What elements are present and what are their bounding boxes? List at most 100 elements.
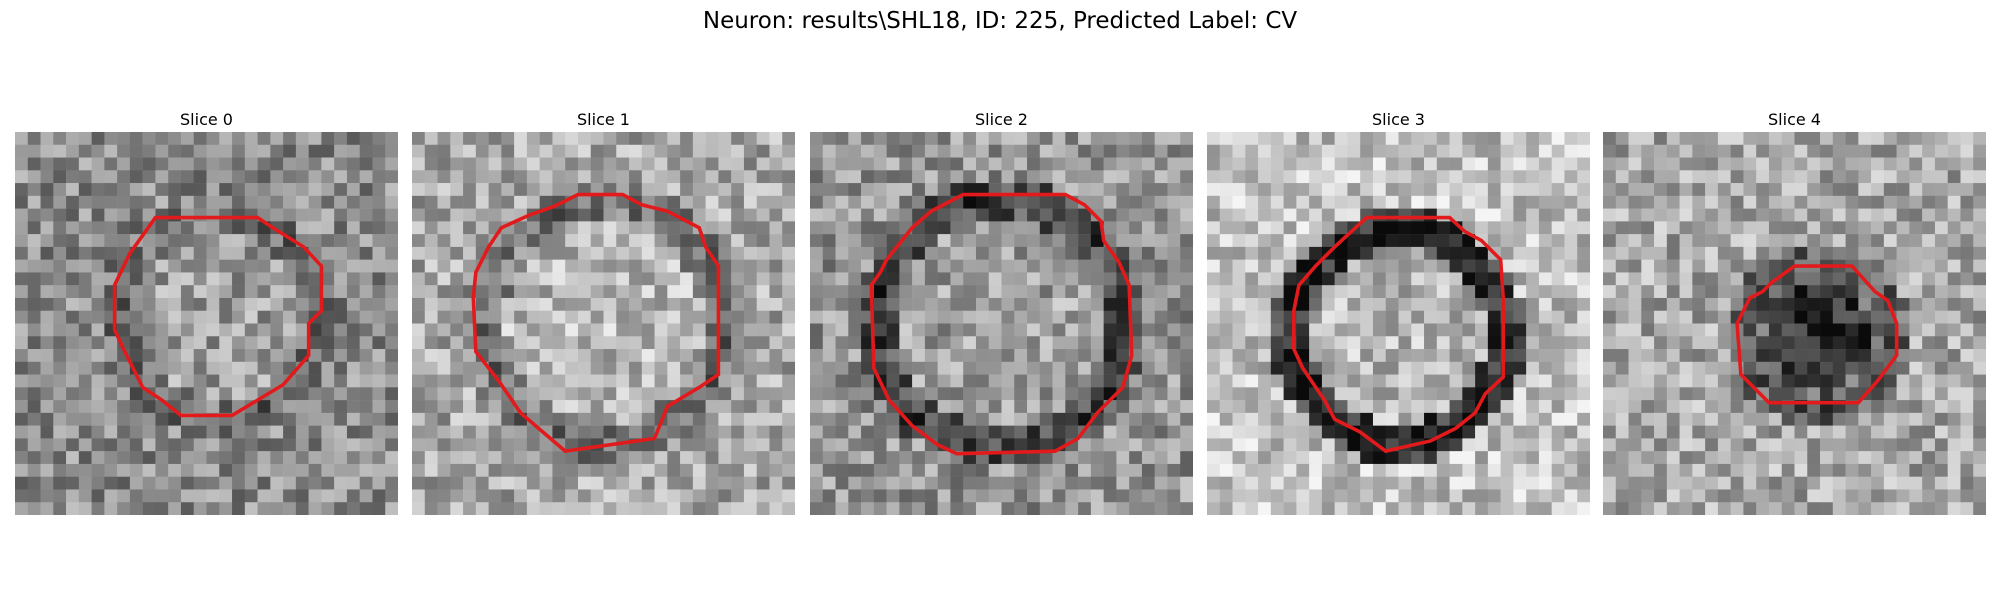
- image-pixel: [1692, 451, 1705, 464]
- image-pixel: [412, 158, 425, 171]
- image-pixel: [79, 438, 92, 451]
- image-pixel: [1065, 221, 1078, 234]
- image-pixel: [989, 464, 1002, 477]
- image-pixel: [1116, 438, 1129, 451]
- image-pixel: [1833, 362, 1846, 375]
- image-pixel: [1577, 387, 1590, 400]
- image-pixel: [28, 349, 41, 362]
- image-pixel: [1065, 285, 1078, 298]
- image-pixel: [143, 234, 156, 247]
- image-pixel: [591, 234, 604, 247]
- image-pixel: [782, 464, 795, 477]
- image-pixel: [360, 145, 373, 158]
- image-pixel: [232, 145, 245, 158]
- image-pixel: [1526, 247, 1539, 260]
- image-pixel: [769, 426, 782, 439]
- image-pixel: [1245, 221, 1258, 234]
- image-pixel: [912, 247, 925, 260]
- image-pixel: [1858, 489, 1871, 502]
- image-pixel: [1564, 387, 1577, 400]
- image-pixel: [143, 158, 156, 171]
- image-pixel: [1373, 349, 1386, 362]
- image-pixel: [1782, 183, 1795, 196]
- image-pixel: [1220, 196, 1233, 209]
- image-pixel: [1488, 400, 1501, 413]
- image-pixel: [1858, 170, 1871, 183]
- image-pixel: [782, 324, 795, 337]
- image-pixel: [1488, 413, 1501, 426]
- image-pixel: [706, 196, 719, 209]
- image-pixel: [258, 489, 271, 502]
- image-pixel: [245, 324, 258, 337]
- image-pixel: [1207, 298, 1220, 311]
- image-pixel: [168, 183, 181, 196]
- image-pixel: [53, 272, 66, 285]
- image-pixel: [1437, 272, 1450, 285]
- image-pixel: [28, 209, 41, 222]
- image-pixel: [1271, 362, 1284, 375]
- image-pixel: [1616, 183, 1629, 196]
- image-pixel: [155, 311, 168, 324]
- image-pixel: [28, 272, 41, 285]
- image-pixel: [1399, 298, 1412, 311]
- image-pixel: [1220, 438, 1233, 451]
- image-pixel: [1104, 221, 1117, 234]
- image-pixel: [501, 285, 514, 298]
- image-pixel: [1155, 362, 1168, 375]
- image-pixel: [1705, 221, 1718, 234]
- image-pixel: [706, 132, 719, 145]
- image-pixel: [1922, 285, 1935, 298]
- image-pixel: [823, 285, 836, 298]
- image-pixel: [823, 477, 836, 490]
- image-pixel: [836, 426, 849, 439]
- image-pixel: [1654, 260, 1667, 273]
- image-pixel: [912, 132, 925, 145]
- image-pixel: [527, 477, 540, 490]
- image-pixel: [565, 324, 578, 337]
- image-pixel: [1104, 489, 1117, 502]
- image-pixel: [1065, 260, 1078, 273]
- image-pixel: [1948, 400, 1961, 413]
- image-pixel: [1667, 311, 1680, 324]
- image-pixel: [1680, 221, 1693, 234]
- image-pixel: [887, 158, 900, 171]
- image-pixel: [1641, 413, 1654, 426]
- image-pixel: [1180, 183, 1193, 196]
- image-pixel: [757, 336, 770, 349]
- image-pixel: [1654, 489, 1667, 502]
- image-pixel: [989, 362, 1002, 375]
- image-pixel: [1909, 298, 1922, 311]
- image-pixel: [1091, 158, 1104, 171]
- image-pixel: [143, 132, 156, 145]
- image-pixel: [143, 426, 156, 439]
- image-pixel: [28, 311, 41, 324]
- image-pixel: [925, 298, 938, 311]
- image-pixel: [501, 196, 514, 209]
- image-pixel: [1053, 234, 1066, 247]
- image-pixel: [53, 400, 66, 413]
- image-pixel: [1616, 413, 1629, 426]
- image-pixel: [1002, 489, 1015, 502]
- image-pixel: [372, 349, 385, 362]
- image-pixel: [219, 426, 232, 439]
- image-pixel: [321, 451, 334, 464]
- image-pixel: [616, 311, 629, 324]
- image-pixel: [232, 438, 245, 451]
- image-pixel: [1258, 426, 1271, 439]
- image-pixel: [1564, 234, 1577, 247]
- image-pixel: [104, 387, 117, 400]
- image-pixel: [1309, 336, 1322, 349]
- image-pixel: [1284, 387, 1297, 400]
- image-pixel: [925, 477, 938, 490]
- image-pixel: [1180, 298, 1193, 311]
- image-pixel: [718, 260, 731, 273]
- image-pixel: [1564, 336, 1577, 349]
- image-pixel: [66, 426, 79, 439]
- image-pixel: [1897, 209, 1910, 222]
- image-pixel: [372, 502, 385, 515]
- image-pixel: [1450, 132, 1463, 145]
- image-pixel: [604, 132, 617, 145]
- image-pixel: [66, 362, 79, 375]
- image-pixel: [117, 489, 130, 502]
- image-pixel: [1360, 324, 1373, 337]
